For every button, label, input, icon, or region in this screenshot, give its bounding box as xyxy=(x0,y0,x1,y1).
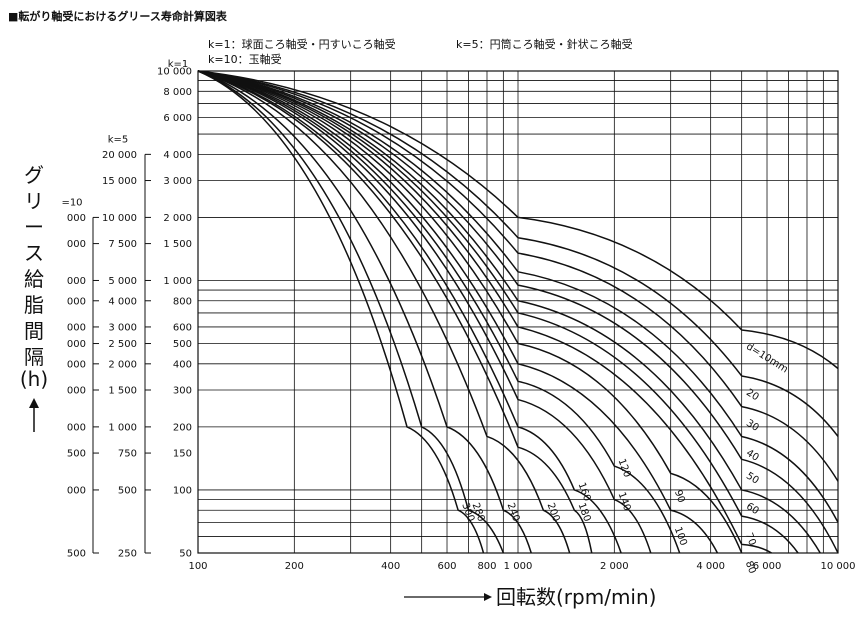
series-label: 30 xyxy=(744,418,761,434)
series-line xyxy=(197,70,839,523)
x-tick-label: 200 xyxy=(285,561,304,572)
series-line xyxy=(197,70,622,554)
y-tick-label: 500 xyxy=(67,549,86,560)
series-label: 90 xyxy=(672,489,687,505)
y-tick-label: 150 xyxy=(173,449,192,460)
y-tick-label: 000 xyxy=(67,385,86,396)
y-tick-label: 1 000 xyxy=(108,422,137,433)
y-tick-label: 750 xyxy=(118,449,137,460)
series-line xyxy=(197,70,681,554)
y-tick-label: 1 500 xyxy=(163,239,192,250)
series-line xyxy=(197,70,743,554)
series-label: 60 xyxy=(744,501,761,517)
y-axis-k-label: k=5 xyxy=(108,134,129,145)
y-tick-label: 7 500 xyxy=(108,239,137,250)
x-tick-label: 6 000 xyxy=(753,561,782,572)
series-line xyxy=(197,70,821,554)
series-label: 70 xyxy=(743,531,758,547)
y-axis-k-label: k=1 xyxy=(168,59,189,70)
x-axis-label: 回転数(rpm/min) xyxy=(496,585,656,609)
y-tick-label: 000 xyxy=(67,422,86,433)
x-tick-label: 1 000 xyxy=(504,561,533,572)
y-tick-label: 20 000 xyxy=(102,150,137,161)
y-tick-label: 000 xyxy=(67,485,86,496)
y-tick-label: 10 000 xyxy=(102,213,137,224)
y-tick-label: 6 000 xyxy=(163,113,192,124)
y-tick-label: 500 xyxy=(173,339,192,350)
series-line xyxy=(197,70,772,554)
y-tick-label: 2 000 xyxy=(163,213,192,224)
x-tick-label: 600 xyxy=(437,561,456,572)
y-tick-label: 000 xyxy=(67,213,86,224)
y-tick-label: 4 000 xyxy=(108,296,137,307)
series-label: 80 xyxy=(743,560,758,576)
y-tick-label: 000 xyxy=(67,322,86,333)
x-tick-label: 400 xyxy=(381,561,400,572)
y-tick-label: 600 xyxy=(173,322,192,333)
y-tick-label: 000 xyxy=(67,296,86,307)
axes: 100 200 400 600 800 1 000 2 000 4 000 6 000 10 00… xyxy=(61,59,855,572)
y-tick-label: 300 xyxy=(173,385,192,396)
plot-frame xyxy=(197,70,839,554)
y-tick-label: 10 000 xyxy=(157,67,192,78)
y-tick-label: 5 000 xyxy=(108,276,137,287)
y-tick-label: 100 xyxy=(173,485,192,496)
y-tick-label: 50 xyxy=(179,549,192,560)
y-tick-label: 500 xyxy=(118,485,137,496)
series-line xyxy=(197,70,719,554)
y-tick-label: 000 xyxy=(67,239,86,250)
grid xyxy=(197,70,839,554)
y-axis-label: グリース給脂間隔(h) xyxy=(20,163,48,391)
series-line xyxy=(197,70,799,554)
series-line xyxy=(197,70,839,370)
arrow-right-icon xyxy=(404,593,492,601)
y-tick-label: 800 xyxy=(173,296,192,307)
y-tick-label: 8 000 xyxy=(163,87,192,98)
y-tick-label: 250 xyxy=(118,549,137,560)
series-label: 50 xyxy=(744,471,761,487)
series-line xyxy=(197,70,839,482)
series-line xyxy=(197,70,571,554)
x-tick-label: 100 xyxy=(188,561,207,572)
legend-k5: k=5：円筒ころ軸受・針状ころ軸受 xyxy=(456,37,633,51)
y-tick-label: 4 000 xyxy=(163,150,192,161)
y-tick-label: 1 000 xyxy=(163,276,192,287)
y-tick-label: 1 500 xyxy=(108,385,137,396)
y-tick-label: 500 xyxy=(67,449,86,460)
y-tick-label: 2 500 xyxy=(108,339,137,350)
y-tick-label: 2 000 xyxy=(108,359,137,370)
chart-title: ■転がり軸受におけるグリース寿命計算図表 xyxy=(8,9,228,23)
y-tick-label: 3 000 xyxy=(108,322,137,333)
series-line xyxy=(197,70,485,554)
y-tick-label: 000 xyxy=(67,339,86,350)
y-tick-label: 200 xyxy=(173,422,192,433)
arrow-up-icon xyxy=(29,398,39,432)
series-label: 180 xyxy=(576,502,593,524)
y-tick-label: 15 000 xyxy=(102,176,137,187)
series-line xyxy=(197,70,839,554)
series-line xyxy=(197,70,652,554)
x-tick-label: 2 000 xyxy=(600,561,629,572)
y-tick-label: 3 000 xyxy=(163,176,192,187)
y-tick-label: 000 xyxy=(67,276,86,287)
x-tick-label: 10 000 xyxy=(821,561,856,572)
series-line xyxy=(197,70,839,437)
x-tick-label: 4 000 xyxy=(696,561,725,572)
legend-k10: k=10：玉軸受 xyxy=(208,52,282,66)
y-tick-label: 400 xyxy=(173,359,192,370)
y-tick-label: 000 xyxy=(67,359,86,370)
y-axis-k-label: =10 xyxy=(61,197,82,208)
series-line xyxy=(197,70,505,554)
series-line xyxy=(197,70,593,554)
series-line xyxy=(197,70,532,554)
legend-k1: k=1：球面ころ軸受・円すいころ軸受 xyxy=(208,37,396,51)
x-tick-label: 800 xyxy=(477,561,496,572)
